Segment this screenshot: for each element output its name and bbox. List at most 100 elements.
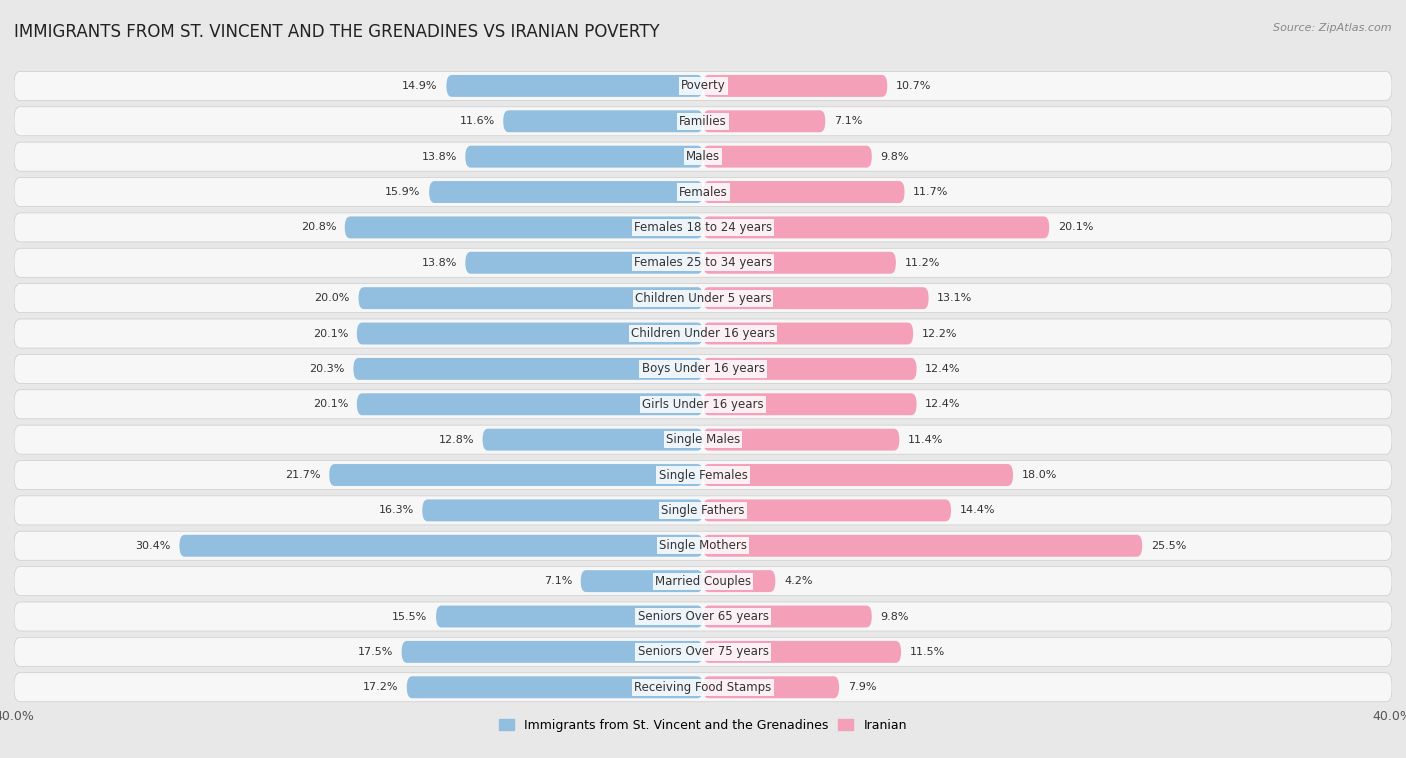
FancyBboxPatch shape	[703, 217, 1049, 238]
Text: 21.7%: 21.7%	[285, 470, 321, 480]
FancyBboxPatch shape	[14, 107, 1392, 136]
FancyBboxPatch shape	[359, 287, 703, 309]
Text: Receiving Food Stamps: Receiving Food Stamps	[634, 681, 772, 694]
Text: Families: Families	[679, 114, 727, 128]
Text: Single Females: Single Females	[658, 468, 748, 481]
FancyBboxPatch shape	[703, 429, 900, 450]
FancyBboxPatch shape	[465, 146, 703, 168]
Text: Single Fathers: Single Fathers	[661, 504, 745, 517]
FancyBboxPatch shape	[402, 641, 703, 662]
Text: 18.0%: 18.0%	[1022, 470, 1057, 480]
Text: 20.1%: 20.1%	[312, 399, 349, 409]
Text: 17.5%: 17.5%	[357, 647, 392, 657]
FancyBboxPatch shape	[14, 213, 1392, 242]
FancyBboxPatch shape	[14, 496, 1392, 525]
FancyBboxPatch shape	[503, 111, 703, 132]
Text: Poverty: Poverty	[681, 80, 725, 92]
FancyBboxPatch shape	[14, 637, 1392, 666]
Text: 17.2%: 17.2%	[363, 682, 398, 692]
FancyBboxPatch shape	[465, 252, 703, 274]
Text: 20.0%: 20.0%	[315, 293, 350, 303]
FancyBboxPatch shape	[703, 75, 887, 97]
FancyBboxPatch shape	[14, 425, 1392, 454]
FancyBboxPatch shape	[482, 429, 703, 450]
Text: 11.4%: 11.4%	[908, 434, 943, 445]
Text: 15.5%: 15.5%	[392, 612, 427, 622]
Text: 15.9%: 15.9%	[385, 187, 420, 197]
FancyBboxPatch shape	[446, 75, 703, 97]
FancyBboxPatch shape	[14, 177, 1392, 206]
Text: Females: Females	[679, 186, 727, 199]
FancyBboxPatch shape	[14, 143, 1392, 171]
FancyBboxPatch shape	[14, 319, 1392, 348]
FancyBboxPatch shape	[703, 393, 917, 415]
FancyBboxPatch shape	[703, 535, 1142, 556]
Text: Females 25 to 34 years: Females 25 to 34 years	[634, 256, 772, 269]
FancyBboxPatch shape	[436, 606, 703, 628]
FancyBboxPatch shape	[180, 535, 703, 556]
FancyBboxPatch shape	[14, 355, 1392, 384]
Text: 20.1%: 20.1%	[1057, 222, 1094, 233]
FancyBboxPatch shape	[703, 287, 928, 309]
FancyBboxPatch shape	[14, 531, 1392, 560]
Text: 12.8%: 12.8%	[439, 434, 474, 445]
Text: 11.7%: 11.7%	[912, 187, 949, 197]
Text: Seniors Over 65 years: Seniors Over 65 years	[637, 610, 769, 623]
FancyBboxPatch shape	[14, 567, 1392, 596]
Text: 13.8%: 13.8%	[422, 258, 457, 268]
Text: 7.1%: 7.1%	[544, 576, 572, 586]
FancyBboxPatch shape	[703, 570, 775, 592]
Text: Married Couples: Married Couples	[655, 575, 751, 587]
FancyBboxPatch shape	[703, 358, 917, 380]
Text: 25.5%: 25.5%	[1152, 540, 1187, 551]
Text: Females 18 to 24 years: Females 18 to 24 years	[634, 221, 772, 234]
FancyBboxPatch shape	[703, 323, 912, 344]
FancyBboxPatch shape	[429, 181, 703, 203]
Text: 20.3%: 20.3%	[309, 364, 344, 374]
FancyBboxPatch shape	[344, 217, 703, 238]
FancyBboxPatch shape	[422, 500, 703, 522]
Text: 13.8%: 13.8%	[422, 152, 457, 161]
FancyBboxPatch shape	[703, 676, 839, 698]
Text: 10.7%: 10.7%	[896, 81, 931, 91]
Text: 20.8%: 20.8%	[301, 222, 336, 233]
Legend: Immigrants from St. Vincent and the Grenadines, Iranian: Immigrants from St. Vincent and the Gren…	[494, 714, 912, 737]
Text: Children Under 16 years: Children Under 16 years	[631, 327, 775, 340]
Text: 16.3%: 16.3%	[378, 506, 413, 515]
Text: Males: Males	[686, 150, 720, 163]
FancyBboxPatch shape	[14, 461, 1392, 490]
Text: 4.2%: 4.2%	[785, 576, 813, 586]
FancyBboxPatch shape	[357, 393, 703, 415]
Text: 11.6%: 11.6%	[460, 116, 495, 127]
Text: 9.8%: 9.8%	[880, 612, 908, 622]
FancyBboxPatch shape	[406, 676, 703, 698]
Text: 14.9%: 14.9%	[402, 81, 437, 91]
FancyBboxPatch shape	[14, 390, 1392, 418]
Text: 12.4%: 12.4%	[925, 399, 960, 409]
FancyBboxPatch shape	[14, 602, 1392, 631]
FancyBboxPatch shape	[703, 146, 872, 168]
Text: Single Mothers: Single Mothers	[659, 539, 747, 553]
Text: Source: ZipAtlas.com: Source: ZipAtlas.com	[1274, 23, 1392, 33]
FancyBboxPatch shape	[14, 249, 1392, 277]
Text: 30.4%: 30.4%	[135, 540, 170, 551]
FancyBboxPatch shape	[357, 323, 703, 344]
FancyBboxPatch shape	[703, 252, 896, 274]
FancyBboxPatch shape	[703, 606, 872, 628]
Text: Single Males: Single Males	[666, 433, 740, 446]
FancyBboxPatch shape	[353, 358, 703, 380]
Text: 11.2%: 11.2%	[904, 258, 939, 268]
Text: 12.2%: 12.2%	[922, 328, 957, 339]
FancyBboxPatch shape	[14, 673, 1392, 702]
Text: Boys Under 16 years: Boys Under 16 years	[641, 362, 765, 375]
Text: 9.8%: 9.8%	[880, 152, 908, 161]
Text: 7.9%: 7.9%	[848, 682, 876, 692]
FancyBboxPatch shape	[703, 111, 825, 132]
FancyBboxPatch shape	[14, 283, 1392, 312]
Text: 14.4%: 14.4%	[960, 506, 995, 515]
FancyBboxPatch shape	[703, 500, 950, 522]
Text: 13.1%: 13.1%	[938, 293, 973, 303]
FancyBboxPatch shape	[703, 181, 904, 203]
Text: IMMIGRANTS FROM ST. VINCENT AND THE GRENADINES VS IRANIAN POVERTY: IMMIGRANTS FROM ST. VINCENT AND THE GREN…	[14, 23, 659, 41]
FancyBboxPatch shape	[14, 71, 1392, 100]
